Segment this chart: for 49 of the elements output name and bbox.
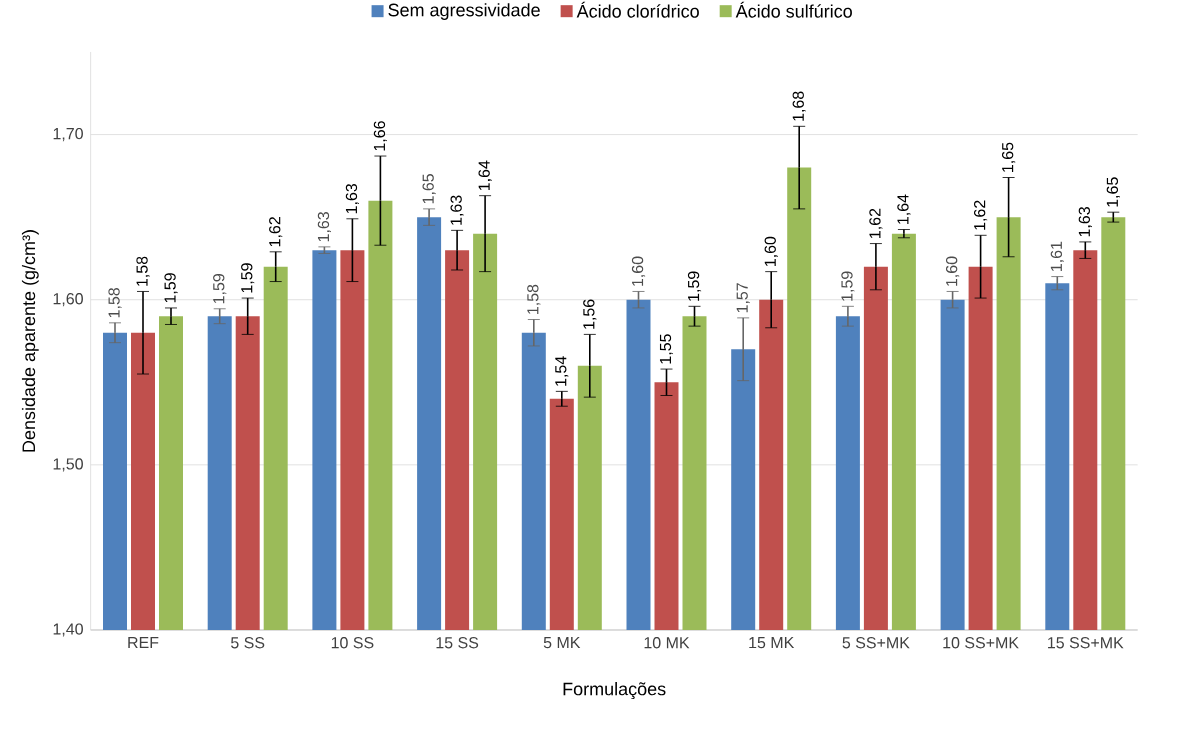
data-label: 1,58: [527, 284, 541, 314]
data-label: 1,63: [450, 195, 464, 225]
x-tick-label: 15 MK: [749, 637, 795, 649]
data-label: 1,66: [373, 121, 387, 151]
data-label: 1,63: [317, 212, 331, 242]
data-label: 1,65: [1002, 142, 1016, 172]
y-tick-label: 1,40: [53, 623, 83, 637]
data-label: 1,63: [1078, 207, 1092, 237]
legend-label: Ácido sulfúrico: [735, 1, 852, 18]
data-label: 1,62: [974, 200, 988, 230]
data-label: 1,59: [213, 274, 227, 304]
x-tick-label: 15 SS: [436, 637, 479, 649]
data-label: 1,58: [136, 256, 150, 286]
x-axis-title: Formulações: [563, 682, 666, 699]
legend-label: Sem agressividade: [388, 3, 540, 20]
y-tick-label: 1,50: [53, 458, 83, 472]
x-tick-label: 10 MK: [644, 637, 690, 649]
y-tick-label: 1,70: [53, 127, 83, 142]
data-label: 1,57: [736, 283, 750, 313]
data-label: 1,62: [869, 208, 883, 238]
data-label: 1,56: [583, 299, 597, 329]
data-label: 1,59: [241, 263, 255, 293]
data-label: 1,60: [764, 236, 778, 267]
data-label: 1,55: [659, 334, 674, 364]
x-tick-label: 15 SS+MK: [1048, 637, 1124, 649]
data-label: 1,60: [946, 256, 960, 286]
data-label: 1,64: [897, 194, 911, 224]
data-label: 1,64: [478, 160, 492, 191]
data-label: 1,58: [108, 288, 122, 318]
data-label: 1,63: [345, 183, 359, 214]
data-label: 1,54: [555, 356, 569, 386]
legend-label: Ácido clorídrico: [576, 1, 699, 18]
data-label: 1,59: [841, 271, 855, 301]
data-label: 1,65: [1106, 177, 1120, 207]
x-tick-label: 5 SS+MK: [842, 637, 910, 649]
y-axis-title: Densidade aparente (g/cm³): [21, 230, 39, 452]
data-label: 1,62: [269, 217, 283, 247]
x-tick-label: 5 MK: [543, 637, 581, 649]
data-label: 1,61: [1050, 241, 1064, 271]
x-tick-label: 10 SS+MK: [943, 637, 1019, 649]
data-label: 1,65: [422, 174, 436, 204]
x-tick-label: REF: [128, 637, 159, 649]
data-label: 1,59: [164, 273, 178, 303]
data-label: 1,68: [792, 91, 806, 121]
y-tick-label: 1,60: [53, 293, 83, 307]
x-tick-label: 10 SS: [331, 637, 374, 649]
data-label: 1,59: [687, 271, 702, 301]
data-label: 1,60: [631, 256, 646, 286]
x-tick-label: 5 SS: [230, 637, 265, 649]
